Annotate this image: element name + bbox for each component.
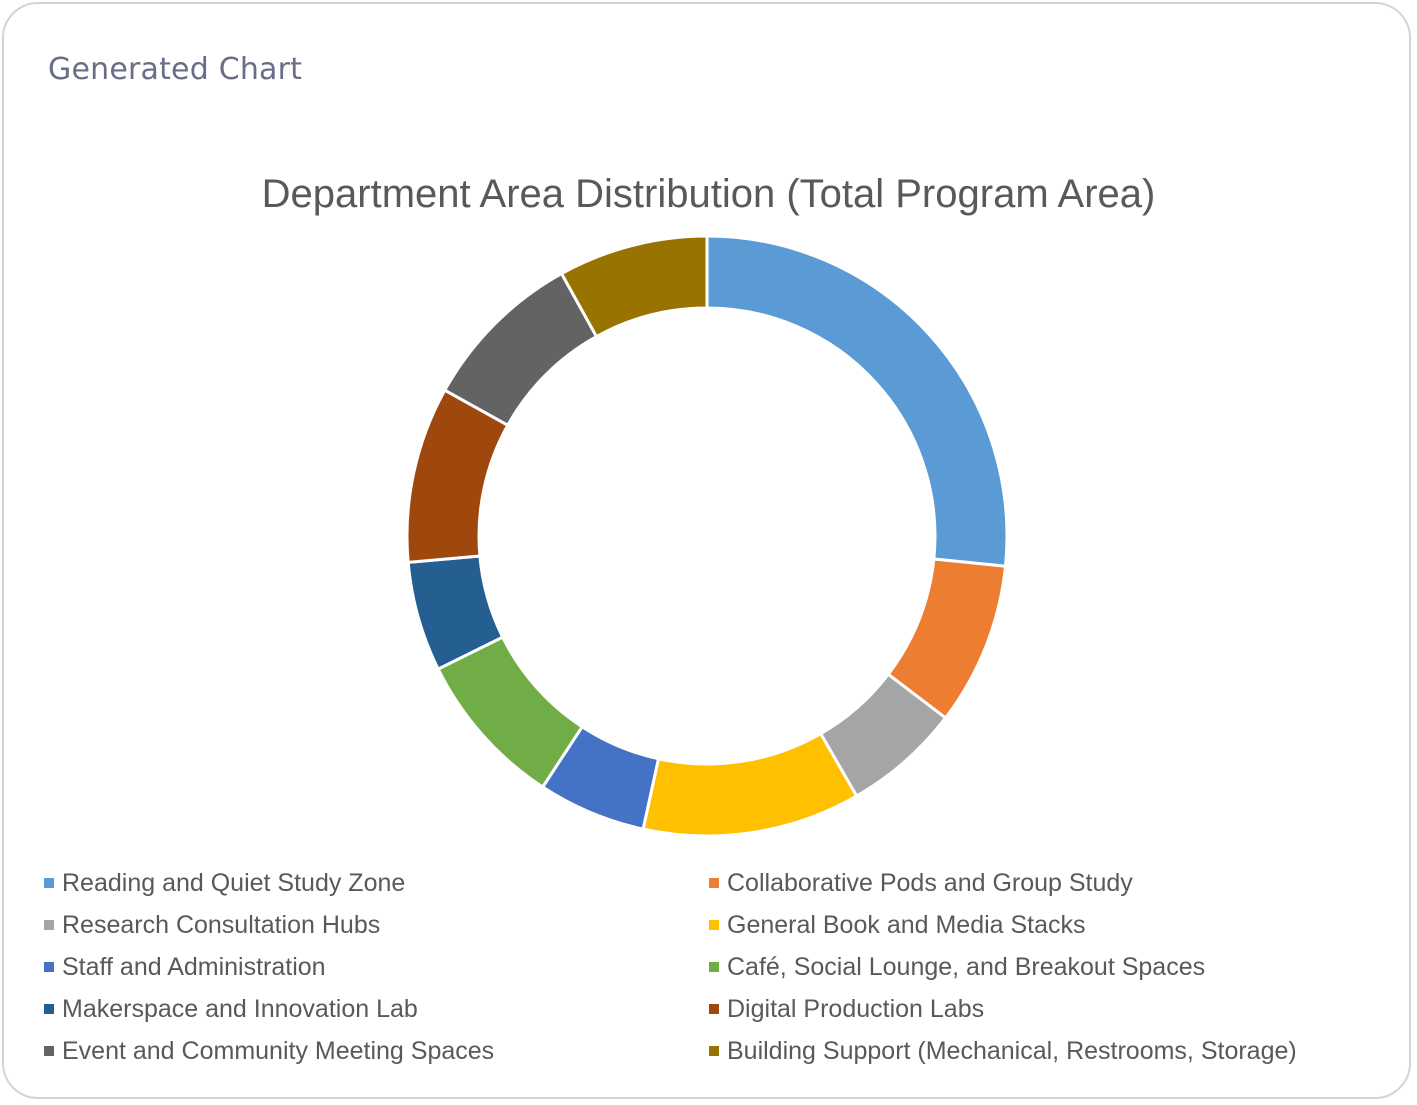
legend-label: Research Consultation Hubs: [62, 910, 381, 939]
legend-label: Staff and Administration: [62, 952, 326, 981]
legend-label: Collaborative Pods and Group Study: [727, 868, 1133, 897]
legend-label: Makerspace and Innovation Lab: [62, 994, 418, 1023]
legend-item-1: Reading and Quiet Study Zone: [44, 866, 709, 900]
donut-slice-4: [641, 731, 859, 838]
card-title: Generated Chart: [48, 52, 303, 87]
donut-slice-1: [705, 234, 1009, 568]
legend-label: Reading and Quiet Study Zone: [62, 868, 406, 897]
legend-swatch-icon: [709, 878, 719, 888]
legend-item-5: Staff and Administration: [44, 950, 709, 984]
donut-slices: [405, 234, 1009, 838]
legend-swatch-icon: [44, 962, 54, 972]
legend-label: Café, Social Lounge, and Breakout Spaces: [727, 952, 1206, 981]
legend-item-3: Research Consultation Hubs: [44, 908, 709, 942]
legend-item-6: Café, Social Lounge, and Breakout Spaces: [709, 950, 1384, 984]
legend-swatch-icon: [44, 1046, 54, 1056]
legend-item-7: Makerspace and Innovation Lab: [44, 992, 709, 1026]
legend-swatch-icon: [44, 878, 54, 888]
donut-slice-10: [559, 234, 709, 339]
legend-swatch-icon: [44, 920, 54, 930]
chart-legend: Reading and Quiet Study Zone Collaborativ…: [44, 866, 1384, 1076]
legend-item-4: General Book and Media Stacks: [709, 908, 1384, 942]
legend-swatch-icon: [709, 962, 719, 972]
legend-swatch-icon: [709, 1004, 719, 1014]
legend-swatch-icon: [709, 1046, 719, 1056]
chart-title: Department Area Distribution (Total Prog…: [261, 172, 1156, 216]
legend-swatch-icon: [709, 920, 719, 930]
legend-label: Event and Community Meeting Spaces: [62, 1036, 495, 1065]
legend-item-8: Digital Production Labs: [709, 992, 1384, 1026]
legend-swatch-icon: [44, 1004, 54, 1014]
legend-label: General Book and Media Stacks: [727, 910, 1086, 939]
legend-item-2: Collaborative Pods and Group Study: [709, 866, 1384, 900]
legend-label: Digital Production Labs: [727, 994, 985, 1023]
legend-label: Building Support (Mechanical, Restrooms,…: [727, 1036, 1297, 1065]
legend-item-9: Event and Community Meeting Spaces: [44, 1034, 709, 1068]
legend-item-10: Building Support (Mechanical, Restrooms,…: [709, 1034, 1384, 1068]
